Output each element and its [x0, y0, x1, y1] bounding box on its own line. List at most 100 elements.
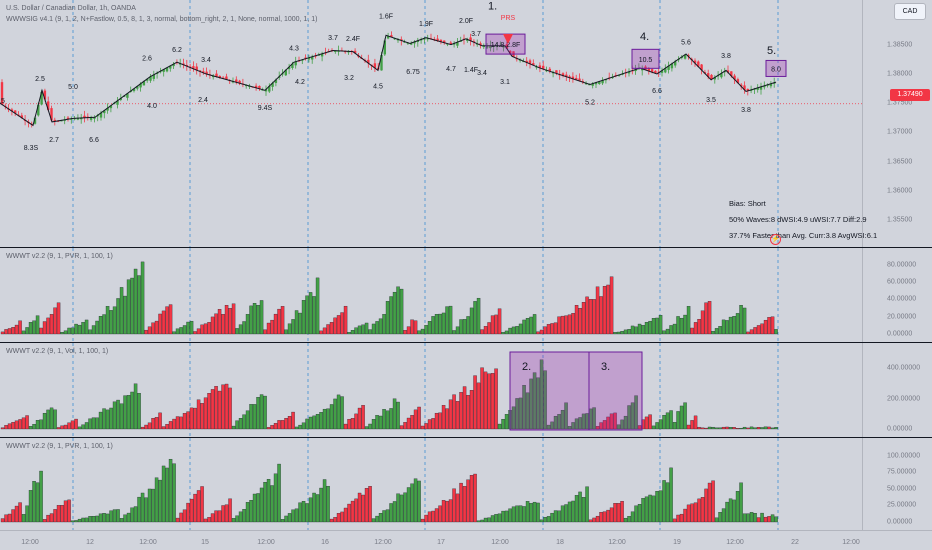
histogram-bar [511, 406, 516, 430]
current-price-label: 1.37490 [890, 89, 930, 101]
histogram-bar [679, 405, 684, 430]
currency-button[interactable]: CAD [894, 3, 926, 20]
histogram-bar [49, 513, 54, 523]
candle-body [192, 66, 195, 69]
histogram-bar [725, 501, 729, 523]
indicator-plot-1[interactable] [0, 248, 862, 342]
indicator-title[interactable]: WWWT v2.2 (9, 1, Vol, 1, 100, 1) [6, 348, 109, 355]
histogram-bar [326, 408, 330, 430]
indicator-axis-1[interactable]: 80.00000 60.00000 40.00000 20.00000 0.00000 [862, 248, 932, 342]
indicator-plot-2[interactable]: 2. 3. [0, 343, 862, 437]
histogram-bar [606, 509, 610, 523]
histogram-bar [301, 300, 306, 335]
histogram-bar [714, 427, 719, 430]
wave-label: 3.4 [477, 70, 487, 77]
pane-separator[interactable] [0, 342, 932, 343]
histogram-bar [389, 503, 393, 523]
histogram-bar [732, 499, 736, 523]
candle-body [10, 109, 14, 112]
price-axis[interactable]: 1.38500 1.38000 1.37500 1.37000 1.36500 1.360… [862, 0, 932, 247]
histogram-bar [658, 419, 663, 430]
histogram-bar [627, 405, 631, 430]
waves-line: 50% Waves:8 dWSI:4.9 uWSI:7.7 Diff:2.9 [729, 215, 867, 224]
candle-body [400, 39, 403, 41]
histogram-bar [154, 417, 159, 430]
histogram-bar [686, 424, 691, 430]
price-plot[interactable]: 2.5 5.0 2.6 6.2 3.4 4.3 3.7 2.4F 1.6F 1.9F 2.0F 3.7… [0, 0, 862, 247]
candle-body [136, 86, 139, 89]
histogram-bar [7, 513, 12, 523]
histogram-bar [67, 422, 71, 430]
indicator-plot-3[interactable] [0, 438, 862, 530]
indicator-axis-3[interactable]: 100.00000 75.00000 50.00000 25.00000 0.00000 [862, 438, 932, 530]
indicator-pane-2[interactable]: 2. 3. WWWT v2.2 (9, 1, Vol, 1, 100, 1) 40… [0, 343, 932, 437]
histogram-bar [504, 414, 509, 430]
indicator-legend[interactable]: WWWSIG v4.1 (9, 1, 2, N+Fastlow, 0.5, 8,… [6, 16, 318, 23]
histogram-bar [725, 320, 729, 335]
histogram-bar [140, 426, 145, 430]
histogram-bar [126, 279, 131, 335]
histogram-bar [560, 409, 565, 430]
histogram-bar [144, 424, 148, 430]
histogram-bar [749, 426, 754, 430]
histogram-bar [214, 313, 218, 335]
histogram-bar [102, 408, 106, 430]
histogram-bar [483, 517, 488, 523]
candle-body [225, 76, 228, 80]
indicator-axis-2[interactable]: 400.00000 200.00000 0.00000 [862, 343, 932, 437]
histogram-bar [522, 506, 526, 523]
histogram-bar [357, 325, 362, 335]
wave-label: 6.6 [652, 88, 662, 95]
pane-separator[interactable] [0, 437, 932, 438]
histogram-bar [207, 393, 211, 430]
histogram-bar [133, 268, 138, 335]
lightning-icon[interactable]: ⚡ [770, 234, 781, 245]
histogram-bar [287, 416, 292, 430]
time-label: 12:00 [374, 539, 392, 546]
histogram-bar [336, 394, 341, 430]
candle-body [142, 81, 146, 86]
histogram-bar [588, 519, 593, 523]
price-pane[interactable]: 2.5 5.0 2.6 6.2 3.4 4.3 3.7 2.4F 1.6F 1.9F 2.0F 3.7… [0, 0, 932, 247]
histogram-bar [655, 317, 659, 335]
histogram-bar [613, 332, 617, 335]
candle-body [53, 119, 56, 122]
histogram-bar [46, 409, 50, 430]
histogram-bar [74, 520, 78, 523]
indicator-pane-1[interactable]: WWWT v2.2 (9, 1, PVR, 1, 100, 1) 80.0000… [0, 248, 932, 342]
histogram-bar [98, 316, 103, 335]
histogram-bar [161, 310, 166, 335]
histogram-bar [434, 412, 439, 430]
time-axis[interactable]: 12:00 12 12:00 15 12:00 16 12:00 17 12:00 18 12:00… [0, 530, 932, 550]
histogram-bar [273, 313, 278, 335]
histogram-bar [340, 396, 344, 430]
candle-body [221, 77, 225, 79]
histogram-bar [700, 497, 705, 523]
histogram-bar [686, 504, 691, 523]
symbol-legend[interactable]: U.S. Dollar / Canadian Dollar, 1h, OANDA [6, 5, 136, 12]
histogram-bar [560, 505, 565, 523]
indicator-pane-3[interactable]: WWWT v2.2 (9, 1, PVR, 1, 100, 1) 100.000… [0, 438, 932, 530]
histogram-bar [144, 329, 148, 335]
histogram-bar [137, 275, 141, 335]
histogram-bar [284, 515, 288, 523]
histogram-bar [529, 316, 533, 335]
indicator-title[interactable]: WWWT v2.2 (9, 1, PVR, 1, 100, 1) [6, 443, 113, 450]
histogram-bar [238, 324, 243, 335]
histogram-bar [294, 508, 299, 523]
histogram-bar [417, 480, 421, 523]
histogram-bar [25, 415, 29, 430]
histogram-bar [648, 320, 652, 335]
histogram-bar [683, 508, 687, 523]
indicator-tick: 0.00000 [887, 330, 913, 338]
histogram-bar [322, 408, 327, 430]
histogram-bar [760, 323, 764, 335]
pane-separator[interactable] [0, 247, 932, 248]
histogram-bar [347, 503, 351, 523]
histogram-bar [578, 417, 582, 430]
candle-body [495, 45, 499, 48]
indicator-title[interactable]: WWWT v2.2 (9, 1, PVR, 1, 100, 1) [6, 253, 113, 260]
histogram-bar [420, 328, 425, 335]
price-tick: 1.38000 [887, 70, 913, 78]
price-tick: 1.35500 [887, 216, 913, 224]
